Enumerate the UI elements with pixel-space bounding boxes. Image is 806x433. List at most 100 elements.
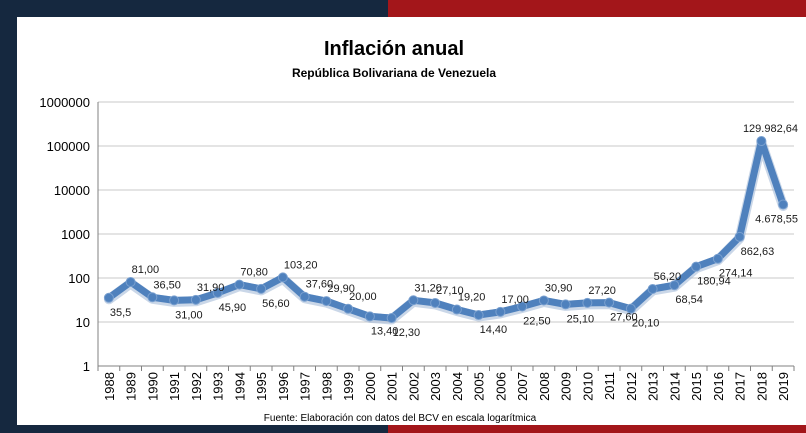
y-tick-label: 1: [83, 359, 90, 374]
data-label: 27,10: [436, 285, 464, 297]
x-tick-label: 2015: [689, 372, 704, 401]
x-tick-label: 2018: [754, 372, 769, 401]
x-tick-label: 2010: [580, 372, 595, 401]
x-tick-label: 2008: [537, 372, 552, 401]
x-tick-label: 2003: [428, 372, 443, 401]
x-tick-label: 2005: [472, 372, 487, 401]
frame-right: [800, 17, 806, 425]
data-label: 862,63: [741, 246, 775, 258]
x-tick-label: 2002: [406, 372, 421, 401]
x-tick-label: 2012: [624, 372, 639, 401]
data-point: [691, 261, 702, 272]
data-point: [451, 304, 462, 315]
data-label: 19,20: [458, 292, 486, 304]
data-point: [212, 287, 223, 298]
data-label: 45,90: [219, 302, 247, 314]
data-label: 35,5: [110, 307, 131, 319]
x-tick-label: 1988: [102, 372, 117, 401]
data-label: 274,14: [719, 268, 753, 280]
x-axis: 1988 1989 1990 1991 1992 1993 1994 1995 1996 1997…: [97, 366, 795, 401]
x-tick-label: 2007: [515, 372, 530, 401]
data-label: 14,40: [480, 324, 508, 336]
x-tick-label: 1996: [276, 372, 291, 401]
data-label: 56,20: [654, 271, 682, 283]
data-label: 27,60: [610, 312, 638, 324]
data-label: 180,94: [697, 276, 731, 288]
data-point: [778, 199, 789, 210]
data-label: 56,60: [262, 298, 290, 310]
data-point: [256, 283, 267, 294]
data-point: [430, 297, 441, 308]
data-label: 68,54: [675, 294, 703, 306]
data-label: 31,00: [175, 309, 203, 321]
data-point: [517, 301, 528, 312]
frame-bottom-right: [388, 425, 806, 433]
x-tick-label: 1995: [254, 372, 269, 401]
data-point: [495, 306, 506, 317]
data-label: 13,40: [371, 325, 399, 337]
x-tick-label: 1998: [319, 372, 334, 401]
x-tick-label: 1992: [189, 372, 204, 401]
x-tick-label: 1989: [124, 372, 139, 401]
source-note: Fuente: Elaboración con datos del BCV en…: [264, 413, 537, 424]
data-label: 20,00: [349, 291, 377, 303]
data-point: [234, 279, 245, 290]
data-label: 25,10: [567, 313, 595, 325]
chart-title: Inflación anual: [324, 38, 464, 60]
x-tick-label: 2011: [602, 372, 617, 400]
x-tick-label: 2013: [646, 372, 661, 401]
data-point: [712, 253, 723, 264]
y-tick-label: 100: [68, 271, 90, 286]
data-point: [560, 299, 571, 310]
x-tick-label: 2014: [667, 372, 682, 401]
data-label: 12,30: [393, 327, 421, 339]
y-tick-label: 10: [76, 315, 90, 330]
data-label: 81,00: [132, 264, 160, 276]
data-point: [169, 295, 180, 306]
data-label: 29,90: [327, 283, 355, 295]
data-point: [604, 297, 615, 308]
data-label: 17,00: [501, 294, 529, 306]
x-tick-label: 2004: [450, 372, 465, 401]
x-tick-label: 1999: [341, 372, 356, 401]
data-point: [473, 310, 484, 321]
data-point: [669, 280, 680, 291]
data-point: [625, 303, 636, 314]
data-point: [277, 272, 288, 283]
data-point: [582, 297, 593, 308]
chart-subtitle: República Bolivariana de Venezuela: [292, 66, 496, 80]
data-label: 103,20: [284, 259, 318, 271]
data-point: [408, 295, 419, 306]
data-point: [299, 291, 310, 302]
data-point: [321, 296, 332, 307]
x-tick-label: 2017: [733, 372, 748, 401]
data-point: [538, 295, 549, 306]
x-tick-label: 1990: [145, 372, 160, 401]
data-point: [364, 311, 375, 322]
data-label: 31,90: [197, 282, 225, 294]
y-tick-label: 10000: [54, 183, 90, 198]
y-axis: 1 10 100 1000 10000 100000 1000000: [39, 95, 99, 374]
y-tick-label: 1000000: [39, 95, 90, 110]
data-point: [756, 135, 767, 146]
data-label: 37,60: [306, 279, 334, 291]
data-label: 22,50: [523, 316, 551, 328]
data-label: 36,50: [153, 279, 181, 291]
frame-top-right: [388, 0, 806, 17]
frame-top-left: [0, 0, 388, 17]
x-tick-label: 2001: [385, 372, 400, 401]
x-tick-label: 2009: [559, 372, 574, 401]
x-tick-label: 2000: [363, 372, 378, 401]
data-label: 31,20: [414, 282, 442, 294]
data-point: [103, 292, 114, 303]
x-tick-label: 1993: [211, 372, 226, 401]
x-tick-label: 2016: [711, 372, 726, 401]
x-tick-label: 2019: [776, 372, 791, 401]
y-tick-label: 100000: [47, 139, 90, 154]
data-label: 30,90: [545, 282, 573, 294]
frame-bottom-left: [0, 425, 388, 433]
x-tick-label: 1991: [167, 372, 182, 401]
data-point: [386, 313, 397, 324]
data-label: 4.678,55: [755, 214, 798, 226]
data-label: 27,20: [588, 285, 616, 297]
